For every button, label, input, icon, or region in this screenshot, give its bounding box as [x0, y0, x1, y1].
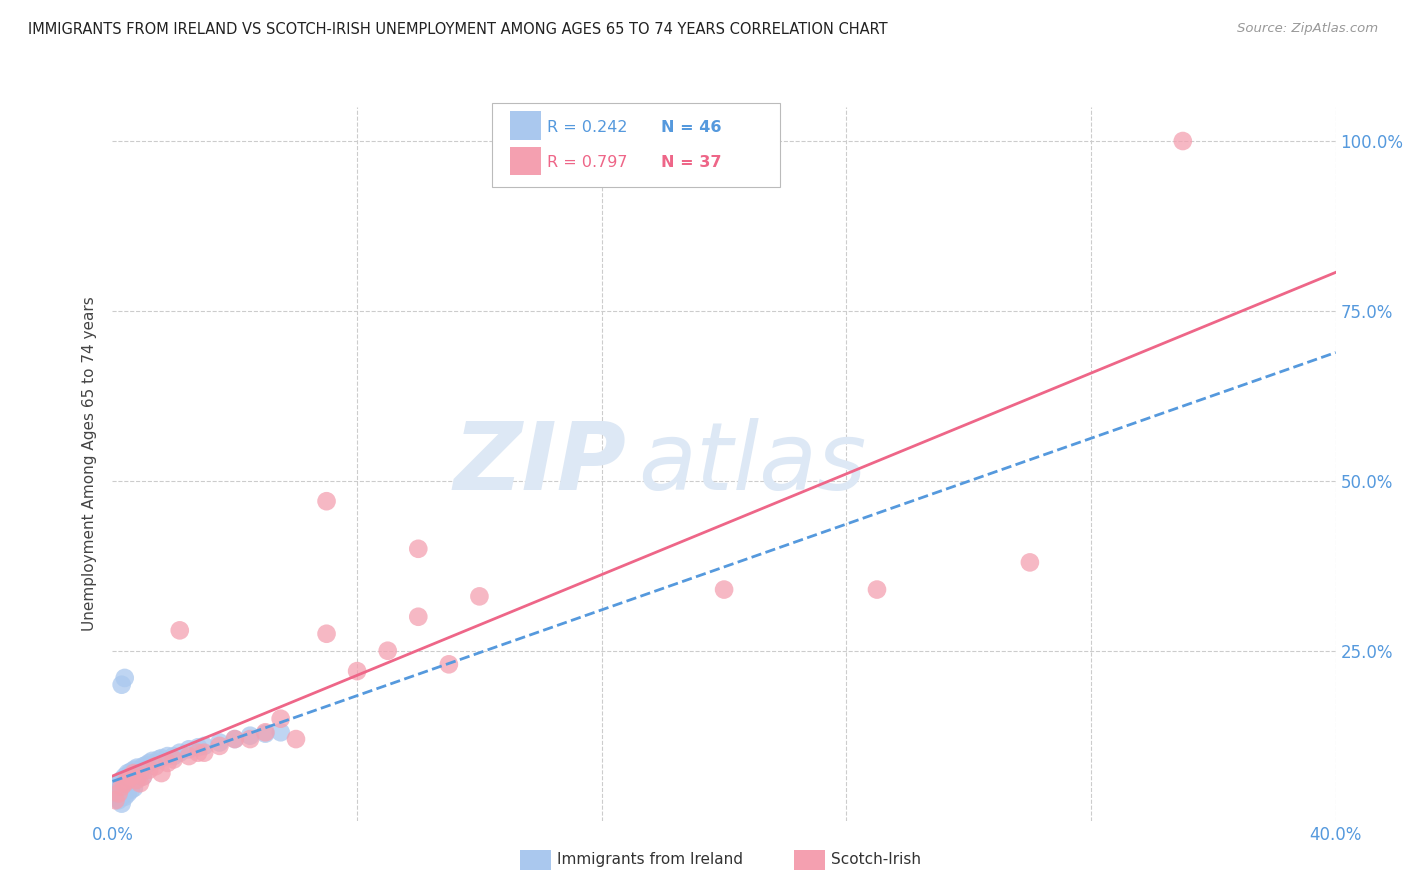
Point [135, 758, 157, 772]
Point [104, 793, 127, 807]
Point [107, 787, 129, 801]
Point [104, 789, 127, 804]
Point [120, 764, 142, 779]
Point [156, 756, 179, 770]
Text: IMMIGRANTS FROM IRELAND VS SCOTCH-IRISH UNEMPLOYMENT AMONG AGES 65 TO 74 YEARS C: IMMIGRANTS FROM IRELAND VS SCOTCH-IRISH … [28, 22, 887, 37]
Text: Immigrants from Ireland: Immigrants from Ireland [557, 853, 742, 867]
Text: R = 0.242: R = 0.242 [547, 120, 627, 135]
Point [129, 776, 152, 790]
Point [122, 780, 145, 795]
Point [107, 788, 129, 802]
Point [122, 772, 145, 787]
Point [713, 582, 735, 597]
Point [143, 759, 166, 773]
Point [239, 732, 262, 747]
Point [111, 678, 134, 692]
Point [104, 787, 127, 801]
Point [254, 726, 277, 740]
Point [132, 769, 155, 783]
Point [122, 763, 145, 777]
Point [150, 751, 173, 765]
Point [169, 746, 191, 760]
Point [193, 746, 215, 760]
Point [107, 793, 129, 807]
Point [270, 712, 292, 726]
Text: atlas: atlas [638, 418, 866, 509]
Point [120, 774, 142, 789]
Text: Source: ZipAtlas.com: Source: ZipAtlas.com [1237, 22, 1378, 36]
Point [468, 590, 491, 604]
Point [138, 763, 160, 777]
Point [224, 732, 246, 747]
Text: R = 0.797: R = 0.797 [547, 155, 627, 169]
Point [132, 759, 155, 773]
Point [114, 769, 136, 783]
Point [163, 749, 186, 764]
Point [437, 657, 460, 672]
Point [117, 787, 139, 801]
Point [111, 797, 134, 811]
Point [111, 780, 134, 795]
Point [114, 780, 136, 794]
Point [377, 644, 399, 658]
Point [111, 789, 134, 804]
Point [208, 739, 231, 753]
Point [117, 766, 139, 780]
Point [208, 735, 231, 749]
Point [187, 740, 209, 755]
Point [193, 739, 215, 753]
Point [163, 752, 186, 766]
Point [1018, 555, 1040, 569]
Point [138, 756, 160, 770]
Point [866, 582, 889, 597]
Y-axis label: Unemployment Among Ages 65 to 74 years: Unemployment Among Ages 65 to 74 years [82, 296, 97, 632]
Text: N = 37: N = 37 [661, 155, 721, 169]
Point [104, 780, 127, 794]
Point [107, 783, 129, 797]
Point [177, 749, 200, 764]
Point [114, 776, 136, 790]
Point [1171, 134, 1194, 148]
Point [120, 769, 142, 783]
Point [125, 772, 148, 786]
Point [408, 609, 430, 624]
Point [125, 761, 148, 775]
Point [122, 766, 145, 780]
Point [315, 626, 337, 640]
Point [117, 772, 139, 787]
Point [148, 752, 170, 766]
Point [346, 664, 368, 678]
Point [408, 541, 430, 556]
Point [156, 749, 179, 764]
Point [150, 766, 173, 780]
Text: N = 46: N = 46 [661, 120, 721, 135]
Point [284, 732, 308, 747]
Point [114, 789, 136, 804]
Point [177, 742, 200, 756]
Point [107, 776, 129, 790]
Text: Scotch-Irish: Scotch-Irish [831, 853, 921, 867]
Point [117, 776, 139, 790]
Point [239, 729, 262, 743]
Text: ZIP: ZIP [453, 417, 626, 510]
Point [111, 772, 134, 787]
Point [169, 624, 191, 638]
Point [125, 772, 148, 787]
Point [254, 725, 277, 739]
Point [111, 780, 134, 794]
Point [132, 769, 155, 783]
Point [114, 671, 136, 685]
Point [224, 732, 246, 747]
Point [120, 783, 142, 797]
Point [315, 494, 337, 508]
Point [129, 767, 152, 781]
Point [270, 725, 292, 739]
Point [187, 746, 209, 760]
Point [141, 754, 163, 768]
